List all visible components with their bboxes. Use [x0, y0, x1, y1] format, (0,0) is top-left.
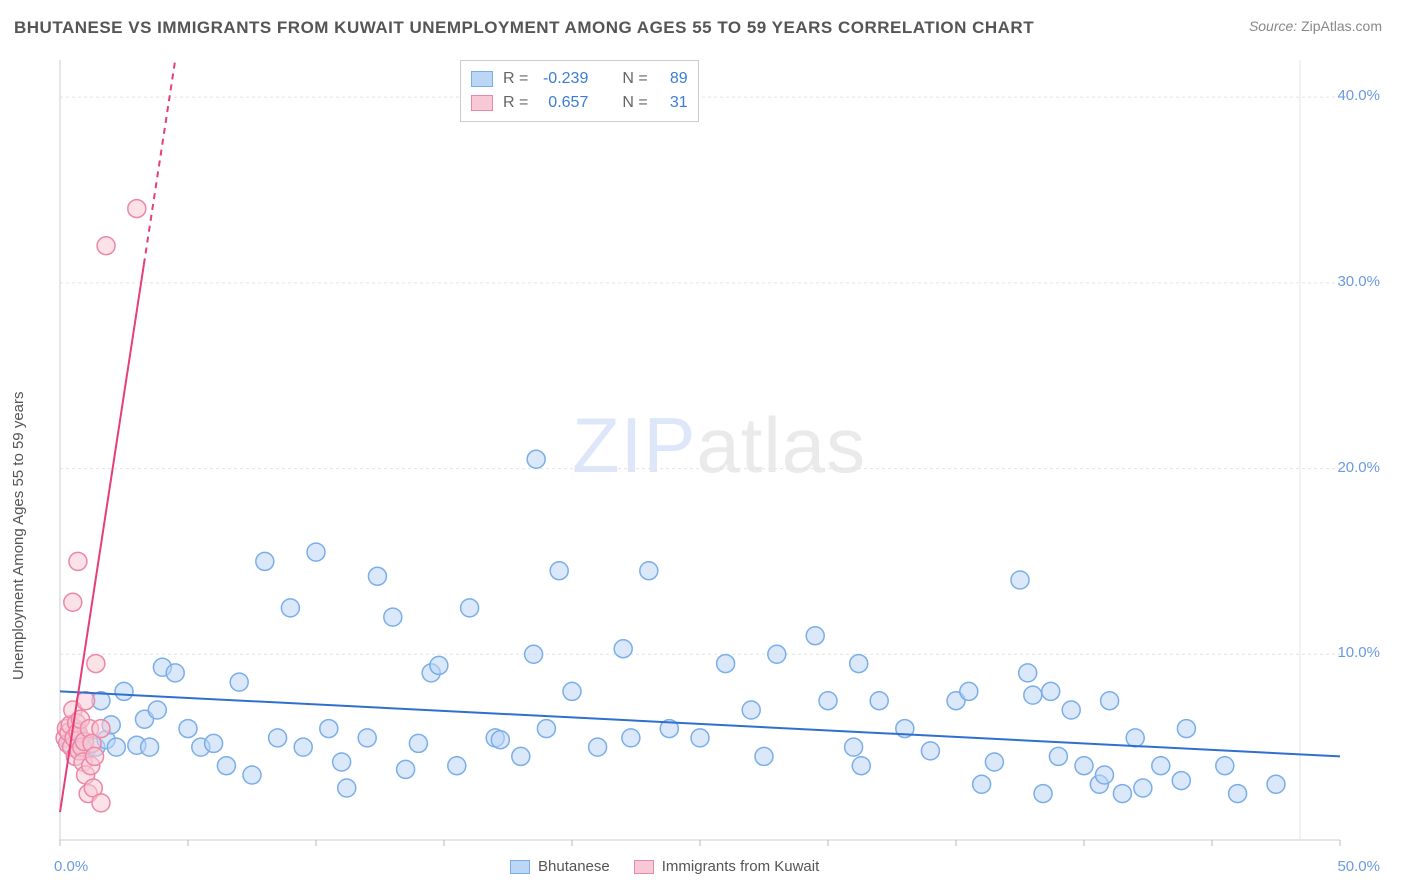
correlation-stat-box: R = -0.239 N = 89 R = 0.657 N = 31 [460, 60, 699, 122]
legend-swatch-kuwait [471, 95, 493, 111]
source-label: Source: [1249, 18, 1297, 34]
legend-swatch-icon [634, 860, 654, 874]
scatter-plot [50, 50, 1390, 870]
x-tick-label: 0.0% [54, 858, 88, 875]
legend-label: Immigrants from Kuwait [662, 858, 820, 875]
stat-r-label: R = [503, 67, 528, 91]
x-tick-label: 50.0% [1337, 858, 1380, 875]
legend-label: Bhutanese [538, 858, 610, 875]
stat-r-value: -0.239 [538, 67, 588, 91]
y-tick-label: 20.0% [1337, 459, 1380, 476]
y-tick-label: 10.0% [1337, 644, 1380, 661]
stat-row-bhutanese: R = -0.239 N = 89 [471, 67, 688, 91]
source-value: ZipAtlas.com [1301, 18, 1382, 34]
series-legend: Bhutanese Immigrants from Kuwait [510, 858, 819, 875]
stat-n-value: 31 [658, 91, 688, 115]
stat-n-value: 89 [658, 67, 688, 91]
stat-r-value: 0.657 [538, 91, 588, 115]
legend-item-bhutanese: Bhutanese [510, 858, 610, 875]
stat-row-kuwait: R = 0.657 N = 31 [471, 91, 688, 115]
stat-n-label: N = [622, 67, 647, 91]
legend-swatch-bhutanese [471, 71, 493, 87]
y-axis-label: Unemployment Among Ages 55 to 59 years [10, 391, 27, 680]
chart-title: BHUTANESE VS IMMIGRANTS FROM KUWAIT UNEM… [14, 18, 1034, 38]
source-attribution: Source: ZipAtlas.com [1249, 18, 1382, 34]
stat-n-label: N = [622, 91, 647, 115]
legend-swatch-icon [510, 860, 530, 874]
stat-r-label: R = [503, 91, 528, 115]
legend-item-kuwait: Immigrants from Kuwait [634, 858, 820, 875]
y-tick-label: 30.0% [1337, 273, 1380, 290]
y-tick-label: 40.0% [1337, 87, 1380, 104]
